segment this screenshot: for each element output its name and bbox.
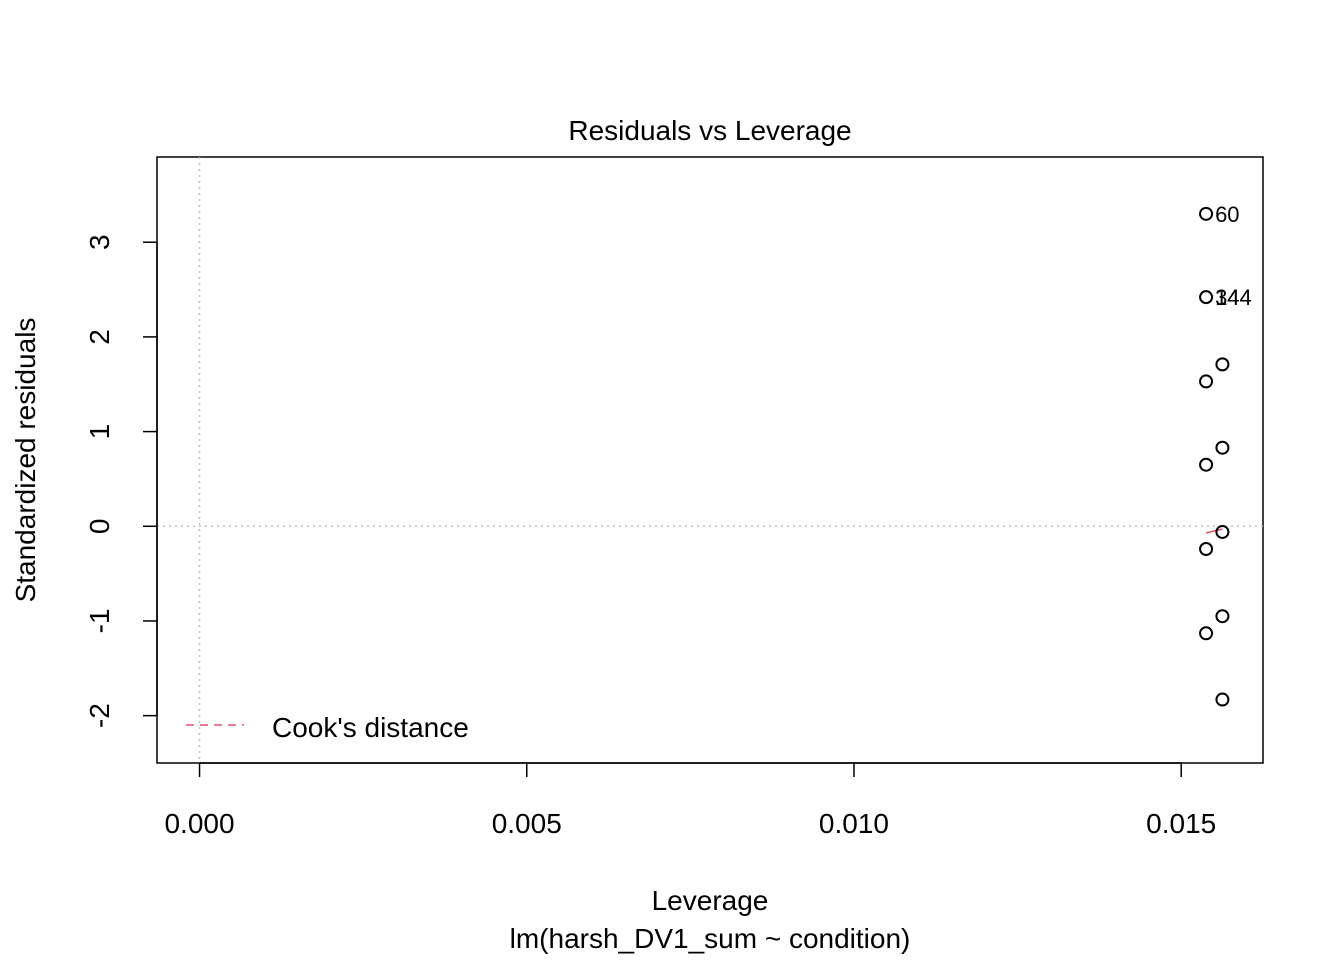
y-axis-label: Standardized residuals [10,318,41,603]
x-tick-label: 0.010 [819,808,889,839]
data-point [1215,524,1230,539]
data-point [1199,457,1214,472]
y-tick-label: 2 [84,329,115,345]
cooks-smooth-line [1205,528,1223,534]
point-label: 144 [1215,285,1252,310]
x-axis-label: Leverage [652,885,769,916]
plot-frame [156,156,1264,764]
y-tick-label: -2 [84,703,115,728]
data-point [1199,374,1214,389]
data-point [1199,542,1214,557]
data-point [1215,440,1230,455]
data-point [1199,626,1214,641]
point-label: 34 [1215,285,1239,310]
data-point [1199,290,1214,305]
y-tick-label: 1 [84,424,115,440]
x-tick-label: 0.015 [1146,808,1216,839]
data-point [1215,609,1230,624]
y-tick-label: -1 [84,609,115,634]
y-tick-label: 3 [84,234,115,250]
x-axis-subtitle: lm(harsh_DV1_sum ~ condition) [510,923,911,954]
data-point [1215,692,1230,707]
data-point [1215,357,1230,372]
smooth-line [1205,528,1223,534]
chart-title: Residuals vs Leverage [568,115,851,146]
x-axis: 0.000 0.005 0.010 0.015 [164,762,1216,839]
legend: Cook's distance [186,712,469,743]
y-tick-label: 0 [84,518,115,534]
legend-label-cooks-distance: Cook's distance [272,712,469,743]
reference-lines [157,157,1263,763]
x-tick-label: 0.000 [164,808,234,839]
point-label: 60 [1215,202,1239,227]
data-point [1199,206,1214,221]
data-points [1199,206,1230,707]
x-tick-label: 0.005 [492,808,562,839]
y-axis: -2 -1 0 1 2 3 [84,234,158,728]
